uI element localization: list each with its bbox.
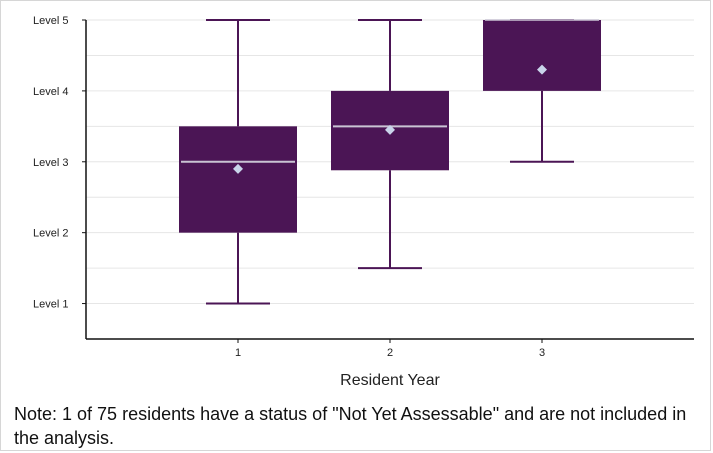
- iqr-box: [179, 126, 297, 233]
- box-group-year-3: [483, 19, 601, 163]
- iqr-box: [483, 20, 601, 91]
- analysis-note: Note: 1 of 75 residents have a status of…: [14, 404, 687, 448]
- x-axis-title: Resident Year: [340, 372, 440, 389]
- y-tick-label: Level 2: [33, 228, 68, 240]
- y-tick-label: Level 4: [33, 86, 68, 98]
- mean-marker: [233, 163, 243, 174]
- box-series: [179, 19, 601, 305]
- x-tick-labels: 1 2 3: [235, 339, 545, 359]
- mean-marker: [385, 124, 395, 135]
- y-tick-labels: Level 1 Level 2 Level 3 Level 4 Level 5: [33, 15, 86, 311]
- box-group-year-1: [179, 19, 297, 305]
- mean-marker: [537, 64, 547, 75]
- x-tick-label: 2: [387, 347, 393, 359]
- y-tick-label: Level 3: [33, 157, 68, 169]
- y-tick-label: Level 5: [33, 15, 68, 27]
- x-tick-label: 1: [235, 347, 241, 359]
- y-tick-label: Level 1: [33, 299, 68, 311]
- box-group-year-2: [331, 19, 449, 270]
- x-tick-label: 3: [539, 347, 545, 359]
